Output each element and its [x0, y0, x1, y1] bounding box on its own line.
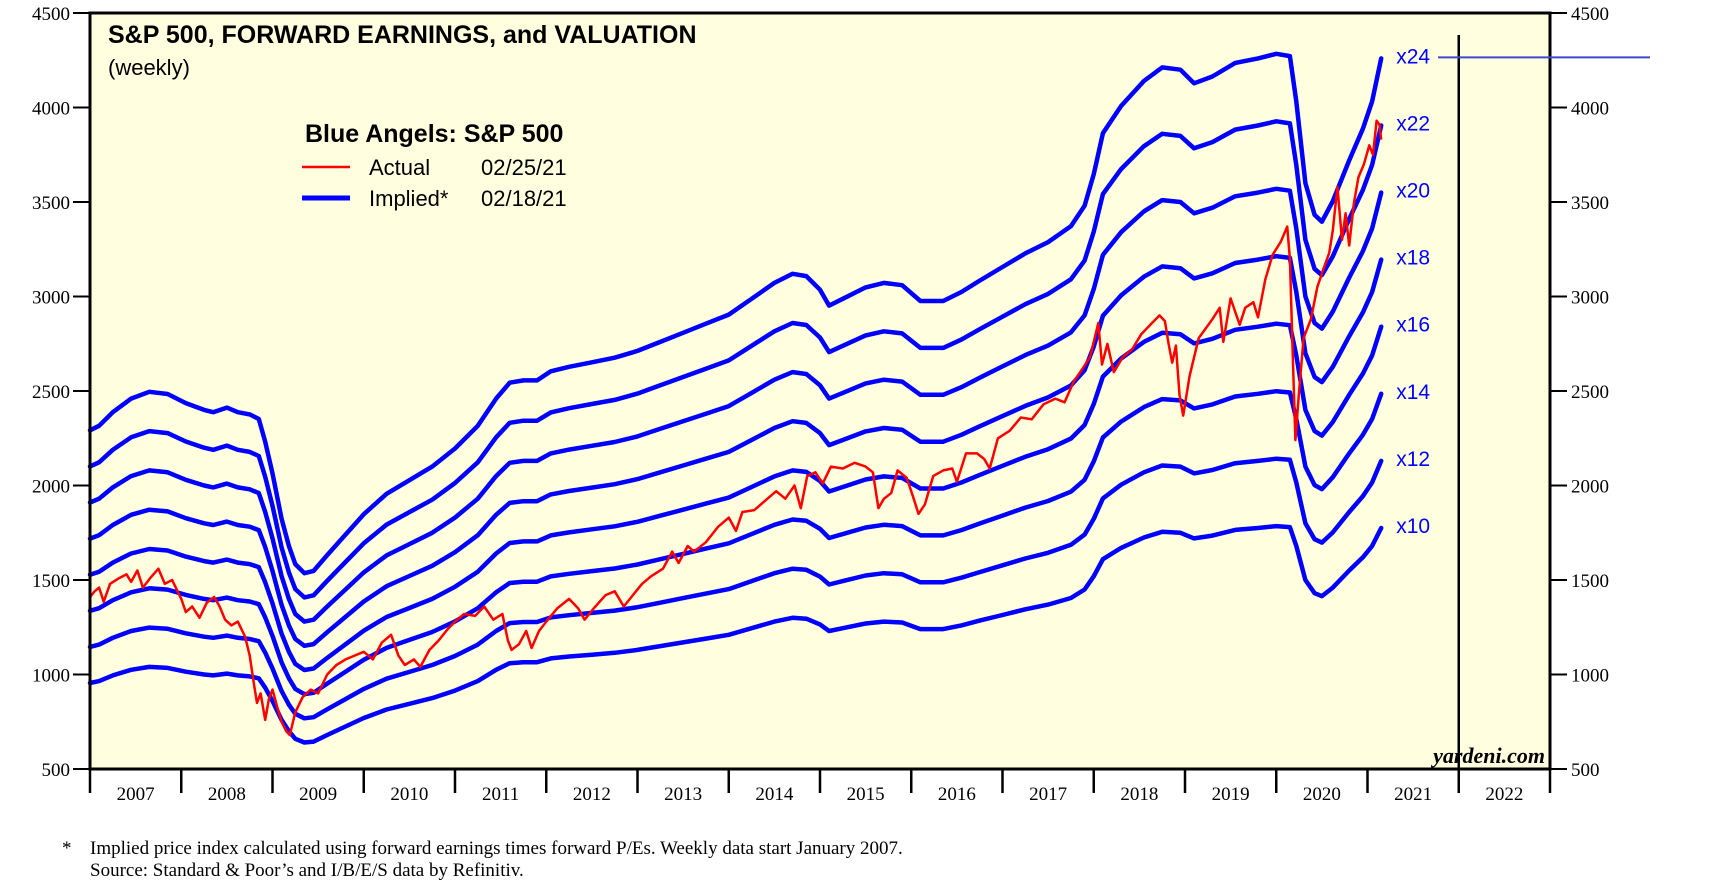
y-tick-label-right: 1000 [1571, 666, 1609, 687]
footnote-line-1: Implied price index calculated using for… [90, 838, 903, 859]
implied-line-x14 [87, 388, 1384, 697]
multiple-label-x22: x22 [1396, 112, 1430, 135]
y-axis-right: 500 1000 1500 2000 2500 3000 3500 4000 4500 [1550, 4, 1609, 781]
x-tick-label: 2022 [1485, 784, 1523, 805]
x-tick-label: 2015 [847, 784, 885, 805]
x-axis: 2007 2008 2009 2010 2011 2012 2013 2014 2015 2016… [88, 769, 1552, 805]
y-tick-label-left: 1000 [32, 666, 70, 687]
implied-line-x18 [87, 253, 1384, 649]
y-tick-label-left: 3000 [32, 288, 70, 309]
implied-line-x10 [87, 523, 1384, 745]
y-tick-label-left: 3500 [32, 193, 70, 214]
legend-label-actual: Actual [369, 155, 430, 180]
y-axis-left: 500 1000 1500 2000 2500 3000 3500 4000 4500 [32, 4, 90, 781]
x-tick-label: 2021 [1394, 784, 1432, 805]
multiple-label-x24: x24 [1396, 45, 1430, 68]
x-tick-label: 2018 [1120, 784, 1158, 805]
multiple-label-x14: x14 [1396, 381, 1430, 404]
y-tick-label-right: 4500 [1571, 4, 1609, 25]
x-tick-label: 2009 [299, 784, 337, 805]
x-tick-label: 2014 [755, 784, 794, 805]
x-tick-label: 2013 [664, 784, 702, 805]
chart-title: S&P 500, FORWARD EARNINGS, and VALUATION [108, 21, 697, 49]
x-tick-label: 2008 [208, 784, 246, 805]
legend-label-implied: Implied* [369, 186, 449, 211]
footnote: * Implied price index calculated using fo… [62, 838, 903, 882]
implied-line-x24 [87, 51, 1384, 576]
multiple-labels: x10 x12 x14 x16 x18 x20 x22 x24 [1396, 45, 1430, 538]
actual-series-group [89, 119, 1383, 737]
legend-date-actual: 02/25/21 [481, 155, 567, 180]
footnote-marker: * [62, 838, 72, 859]
legend: Blue Angels: S&P 500 Actual 02/25/21 Imp… [302, 120, 567, 211]
x-tick-label: 2012 [573, 784, 611, 805]
y-tick-label-right: 2500 [1571, 382, 1609, 403]
implied-line-x12 [87, 456, 1384, 721]
y-tick-label-left: 2000 [32, 477, 70, 498]
x-tick-label: 2011 [482, 784, 519, 805]
y-tick-label-right: 500 [1571, 760, 1600, 781]
implied-series-group [87, 51, 1384, 745]
chart-subtitle: (weekly) [108, 55, 190, 80]
y-tick-label-left: 500 [42, 760, 71, 781]
y-tick-label-right: 1500 [1571, 571, 1609, 592]
implied-line-x16 [87, 321, 1384, 673]
y-tick-label-left: 4500 [32, 4, 70, 25]
multiple-label-x12: x12 [1396, 448, 1430, 471]
x-tick-label: 2010 [390, 784, 428, 805]
y-tick-label-left: 1500 [32, 571, 70, 592]
multiple-label-x18: x18 [1396, 247, 1430, 270]
actual-line [89, 119, 1383, 737]
y-tick-label-right: 3500 [1571, 193, 1609, 214]
y-tick-label-right: 4000 [1571, 99, 1609, 120]
legend-title: Blue Angels: S&P 500 [305, 120, 563, 148]
legend-date-implied: 02/18/21 [481, 186, 567, 211]
y-tick-label-right: 3000 [1571, 288, 1609, 309]
y-tick-label-left: 4000 [32, 99, 70, 120]
x-tick-label: 2019 [1212, 784, 1250, 805]
watermark: yardeni.com [1430, 743, 1545, 768]
x-tick-label: 2007 [117, 784, 155, 805]
x-tick-label: 2020 [1303, 784, 1341, 805]
x-tick-label: 2017 [1029, 784, 1067, 805]
y-tick-label-right: 2000 [1571, 477, 1609, 498]
multiple-label-x20: x20 [1396, 180, 1430, 203]
footnote-line-2: Source: Standard & Poor’s and I/B/E/S da… [90, 860, 524, 881]
multiple-label-x16: x16 [1396, 314, 1430, 337]
multiple-label-x10: x10 [1396, 515, 1430, 538]
implied-line-x20 [87, 186, 1384, 624]
implied-line-x22 [87, 119, 1384, 600]
plot-background [90, 13, 1550, 769]
y-tick-label-left: 2500 [32, 382, 70, 403]
x-tick-label: 2016 [938, 784, 976, 805]
